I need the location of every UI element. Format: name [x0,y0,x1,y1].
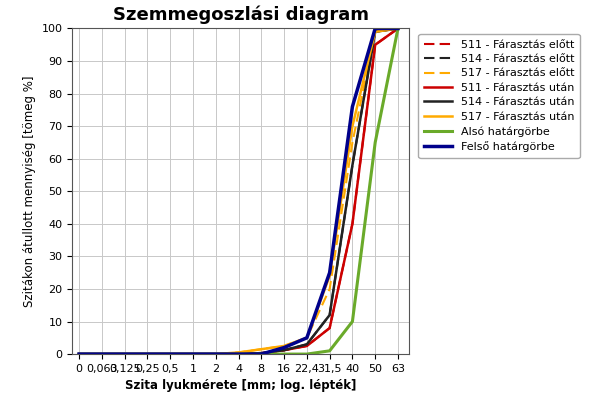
Title: Szemmegoszlási diagram: Szemmegoszlási diagram [113,6,369,24]
X-axis label: Szita lyukmérete [mm; log. lépték]: Szita lyukmérete [mm; log. lépték] [125,379,356,392]
Y-axis label: Szitákon átullott mennyiség [tömeg %]: Szitákon átullott mennyiség [tömeg %] [23,76,36,307]
Legend: 511 - Fárasztás előtt, 514 - Fárasztás előtt, 517 - Fárasztás előtt, 511 - Fáras: 511 - Fárasztás előtt, 514 - Fárasztás e… [418,34,580,158]
